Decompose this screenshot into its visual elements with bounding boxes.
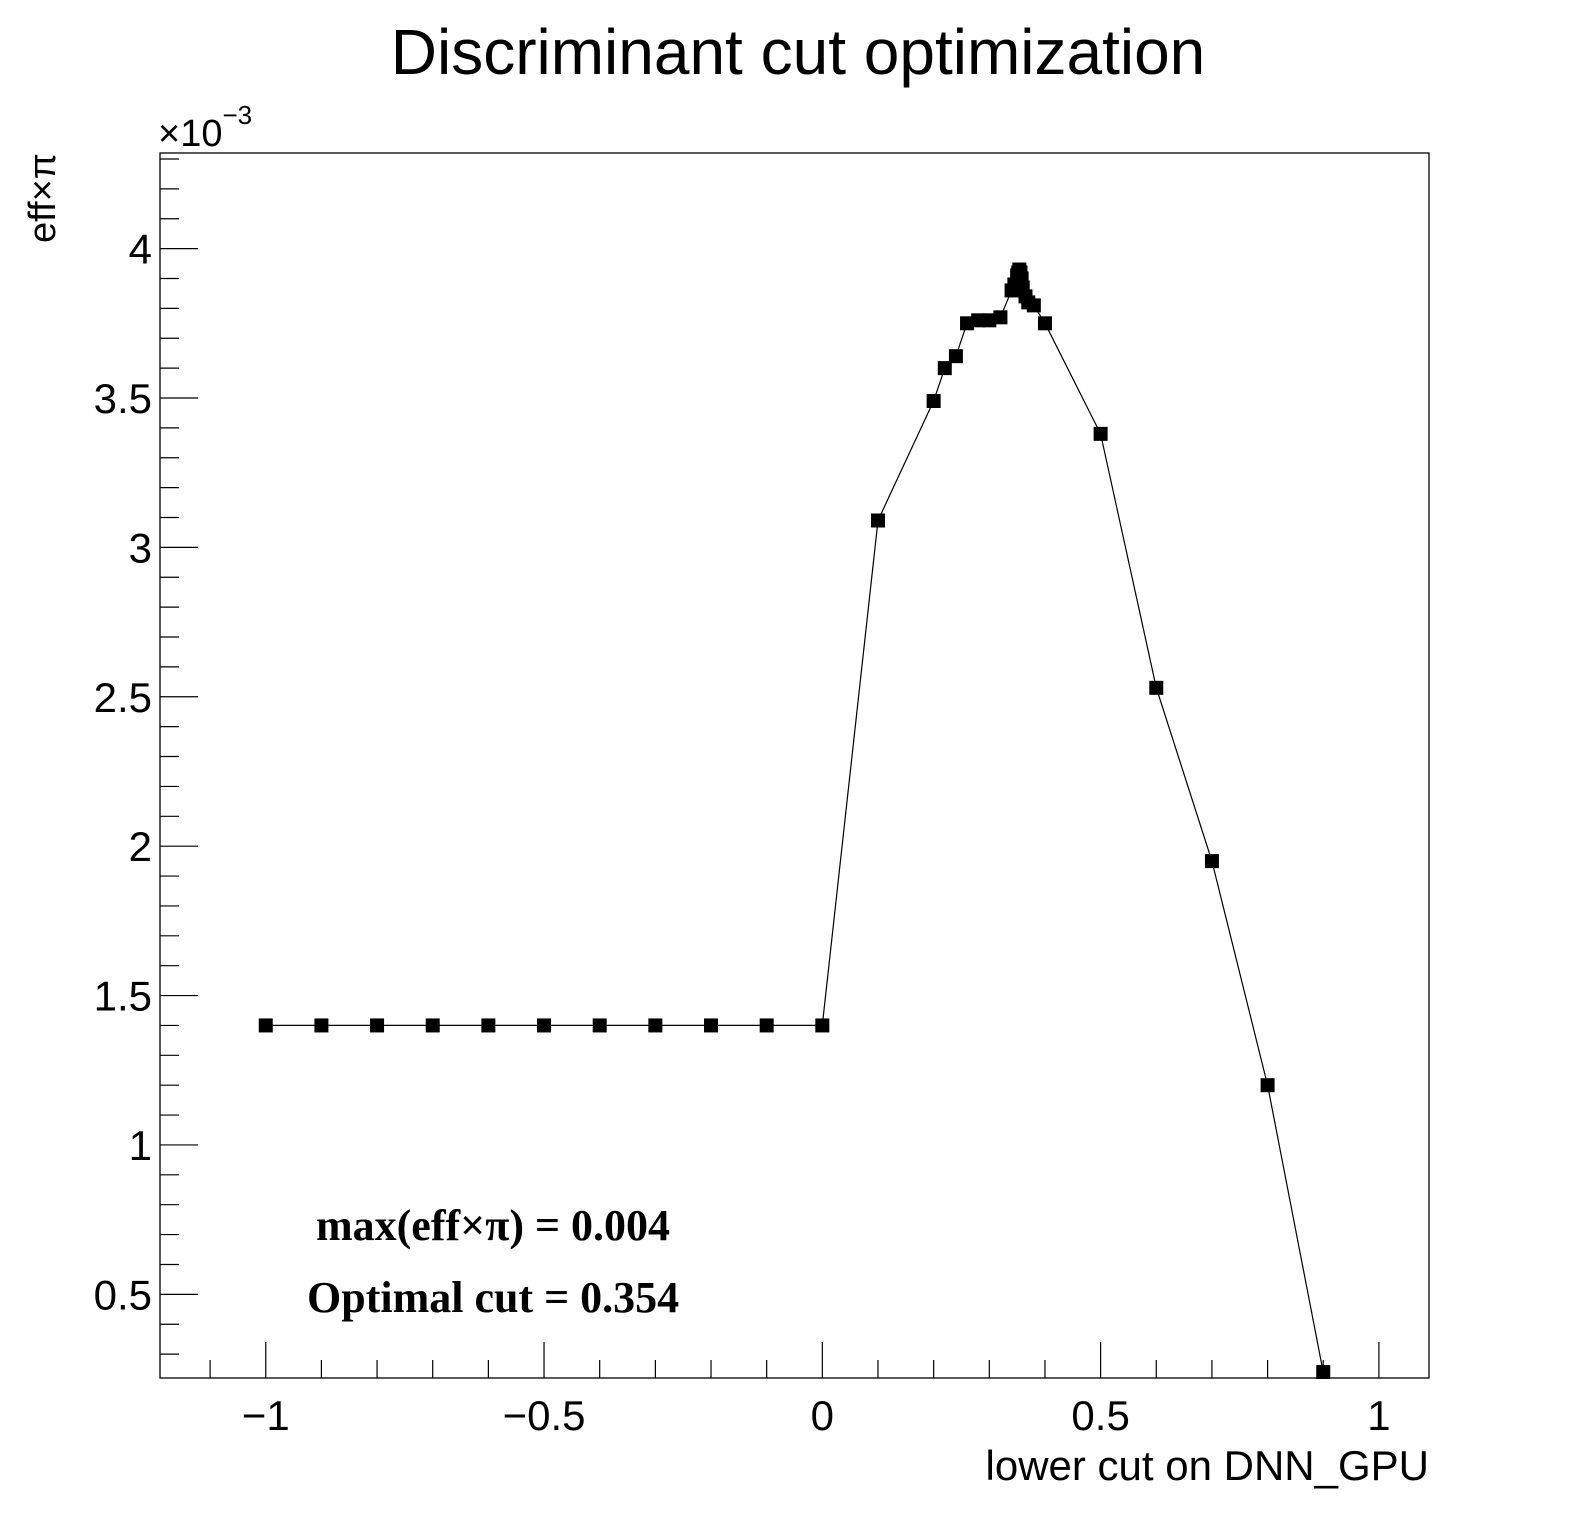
data-point xyxy=(815,1018,830,1033)
data-point xyxy=(481,1018,496,1033)
data-point xyxy=(926,393,941,408)
data-point xyxy=(1204,854,1219,869)
y-axis-label: eff×π xyxy=(22,153,64,243)
data-point xyxy=(258,1018,273,1033)
y-tick-label: 1.5 xyxy=(94,973,152,1020)
y-tick-label: 4 xyxy=(129,226,152,273)
y-axis: 0.5 1 1.5 2 2.5 3 3.5 4 xyxy=(94,158,198,1355)
y-tick-label: 2 xyxy=(129,823,152,870)
data-point xyxy=(1149,680,1164,695)
data-point xyxy=(1093,426,1108,441)
svg-text:×10−3: ×10−3 xyxy=(158,100,252,155)
x-tick-label: 0.5 xyxy=(1071,1392,1129,1439)
series-markers xyxy=(258,262,1331,1380)
data-point xyxy=(1037,316,1052,331)
data-point xyxy=(425,1018,440,1033)
data-point xyxy=(1026,298,1041,313)
data-point xyxy=(948,349,963,364)
y-multiplier: ×10−3 xyxy=(158,100,252,155)
y-multiplier-base: ×10 xyxy=(158,113,222,155)
data-point xyxy=(1260,1078,1275,1093)
y-tick-label: 3.5 xyxy=(94,375,152,422)
data-point xyxy=(982,313,997,328)
x-tick-label: 1 xyxy=(1367,1392,1390,1439)
data-point xyxy=(870,513,885,528)
data-point xyxy=(314,1018,329,1033)
x-axis: −1 −0.5 0 0.5 1 xyxy=(209,1342,1391,1439)
y-tick-label: 0.5 xyxy=(94,1271,152,1318)
data-point xyxy=(648,1018,663,1033)
chart-title: Discriminant cut optimization xyxy=(391,16,1206,88)
y-multiplier-exponent: −3 xyxy=(222,100,252,130)
data-point xyxy=(937,361,952,376)
y-tick-label: 3 xyxy=(129,524,152,571)
data-point xyxy=(370,1018,385,1033)
data-point xyxy=(993,310,1008,325)
y-tick-label: 1 xyxy=(129,1122,152,1169)
annotation-optimal-cut: Optimal cut = 0.354 xyxy=(307,1273,679,1322)
x-axis-label: lower cut on DNN_GPU xyxy=(986,1442,1429,1489)
data-point xyxy=(537,1018,552,1033)
data-point xyxy=(704,1018,719,1033)
x-tick-label: −1 xyxy=(242,1392,290,1439)
plot-frame xyxy=(159,152,1430,1379)
data-point xyxy=(1316,1365,1331,1380)
x-tick-label: 0 xyxy=(811,1392,834,1439)
annotation-max: max(eff×π) = 0.004 xyxy=(316,1201,670,1250)
data-point xyxy=(971,313,986,328)
y-tick-label: 2.5 xyxy=(94,674,152,721)
data-point xyxy=(759,1018,774,1033)
x-tick-label: −0.5 xyxy=(503,1392,586,1439)
data-point xyxy=(960,316,975,331)
data-point xyxy=(592,1018,607,1033)
